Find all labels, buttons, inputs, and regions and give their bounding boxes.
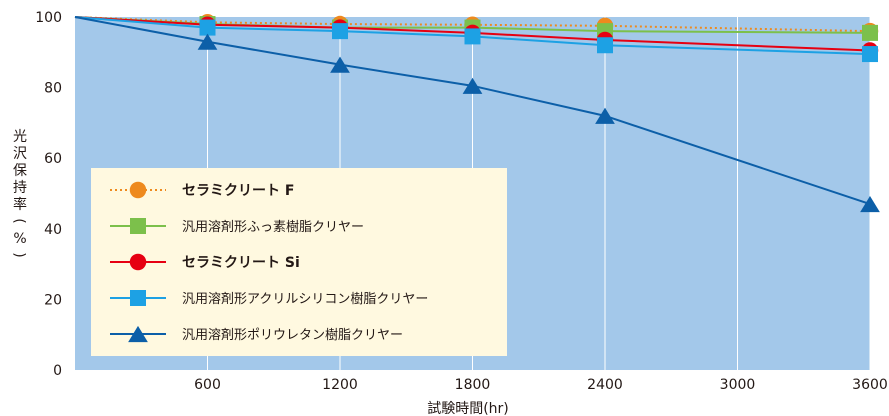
legend-label: セラミクリート Si xyxy=(182,255,300,271)
data-point xyxy=(199,19,216,36)
y-tick-label: 100 xyxy=(35,10,62,26)
y-axis-title-char: 率 xyxy=(13,196,27,213)
series-4 xyxy=(74,16,878,63)
data-point xyxy=(597,37,613,54)
y-tick-label: 60 xyxy=(44,151,62,167)
series-line xyxy=(74,16,871,56)
series-line xyxy=(74,16,871,206)
data-point xyxy=(862,24,878,41)
data-point xyxy=(197,33,218,50)
x-tick-label: 1200 xyxy=(322,377,358,393)
data-point xyxy=(330,56,350,73)
y-tick-label: 80 xyxy=(44,81,62,97)
legend-item: セラミクリート Si xyxy=(110,253,300,271)
data-point xyxy=(462,77,483,94)
x-tick-label: 3000 xyxy=(720,377,756,393)
legend-marker xyxy=(129,181,147,199)
legend-marker xyxy=(130,218,146,234)
x-tick-label: 2400 xyxy=(587,377,623,393)
legend-item: 汎用溶剤形アクリルシリコン樹脂クリヤー xyxy=(110,290,428,307)
legend-marker xyxy=(128,325,148,343)
data-point xyxy=(464,28,481,45)
legend-item: セラミクリート F xyxy=(110,181,294,199)
legend-marker xyxy=(129,253,147,271)
tick-labels: 600 1200 1800 2400 3000 3600 0 20 40 60 80 100 xyxy=(35,10,888,393)
y-axis-title-char: 沢 xyxy=(13,146,27,162)
x-axis-title: 試験時間(hr) xyxy=(427,401,509,416)
y-axis-title-char: ) xyxy=(11,252,27,257)
data-point xyxy=(860,196,880,213)
x-tick-label: 3600 xyxy=(852,377,888,393)
data-point xyxy=(862,46,878,63)
data-point xyxy=(595,107,615,124)
y-axis-title-char: 持 xyxy=(13,180,27,196)
y-tick-label: 20 xyxy=(44,292,62,308)
data-point xyxy=(332,23,348,40)
series-line xyxy=(74,16,871,52)
x-tick-label: 600 xyxy=(194,377,221,393)
y-axis-title-char: ( xyxy=(11,218,27,223)
legend-marker xyxy=(130,290,146,306)
series-line xyxy=(74,16,871,33)
series-group xyxy=(74,14,880,213)
legend-label: 汎用溶剤形ふっ素樹脂クリヤー xyxy=(182,219,364,235)
series-5 xyxy=(74,16,880,213)
y-tick-label: 0 xyxy=(53,363,62,379)
legend-label: セラミクリート F xyxy=(182,183,294,199)
legend-item: 汎用溶剤形ふっ素樹脂クリヤー xyxy=(110,218,364,235)
legend-label: 汎用溶剤形アクリルシリコン樹脂クリヤー xyxy=(182,291,428,307)
y-axis-title-char: 保 xyxy=(13,163,27,179)
x-tick-label: 1800 xyxy=(455,377,491,393)
y-tick-label: 40 xyxy=(44,222,62,238)
legend-label: 汎用溶剤形ポリウレタン樹脂クリヤー xyxy=(182,327,403,343)
legend-item: 汎用溶剤形ポリウレタン樹脂クリヤー xyxy=(110,325,403,343)
y-axis-title-char: 光 xyxy=(13,129,27,145)
y-axis-title-char: % xyxy=(13,231,26,247)
